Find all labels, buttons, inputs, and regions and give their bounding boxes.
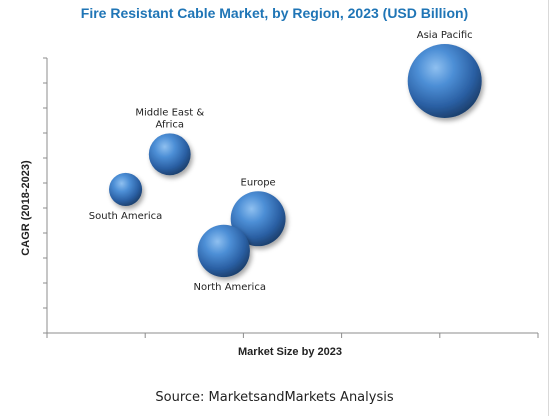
bubble-labels: Asia Pacific Middle East & Africa South Ame… bbox=[89, 30, 473, 293]
x-axis-label: Market Size by 2023 bbox=[238, 346, 342, 358]
bubble-europe bbox=[230, 191, 286, 247]
bubble-label: Europe bbox=[241, 177, 276, 188]
bubble-label: North America bbox=[194, 282, 266, 293]
chart-title: Fire Resistant Cable Market, by Region, … bbox=[80, 5, 469, 21]
bubble-label: Middle East & Africa bbox=[135, 107, 204, 130]
bubble-north-america bbox=[197, 224, 250, 278]
y-axis-label: CAGR (2018-2023) bbox=[20, 160, 32, 256]
bubble-label: Asia Pacific bbox=[417, 30, 473, 41]
bubbles bbox=[109, 44, 482, 278]
bubble-middle-east-africa bbox=[148, 133, 191, 176]
bubble-asia-pacific bbox=[407, 44, 482, 119]
source-note: Source: MarketsandMarkets Analysis bbox=[155, 390, 394, 405]
bubble-south-america bbox=[109, 172, 143, 206]
bubble-label: South America bbox=[89, 211, 163, 222]
axes bbox=[43, 57, 539, 338]
